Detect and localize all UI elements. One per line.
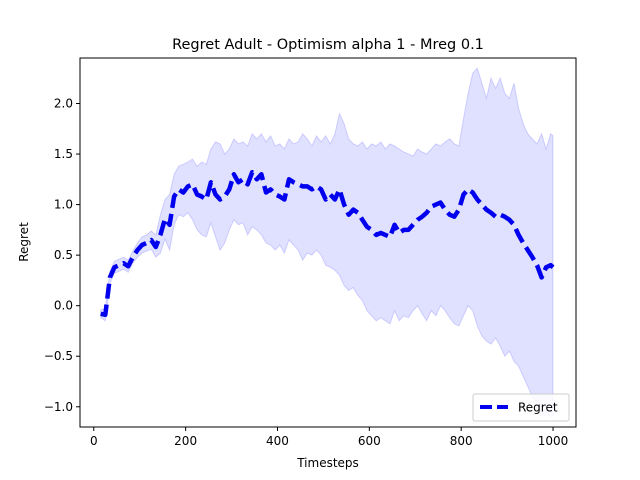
confidence-band xyxy=(100,67,554,418)
y-tick-label: 0.5 xyxy=(54,248,73,262)
legend-box xyxy=(472,393,570,422)
y-tick-label: 0.0 xyxy=(54,299,73,313)
x-tick-label: 800 xyxy=(450,434,473,448)
x-tick-label: 200 xyxy=(174,434,197,448)
confidence-band-layer xyxy=(100,67,554,418)
regret-line xyxy=(100,169,555,318)
plot-frame xyxy=(79,57,577,428)
x-tick-label: 0 xyxy=(90,434,98,448)
y-tick-label: 2.0 xyxy=(54,96,73,110)
legend-label: Regret xyxy=(518,401,558,415)
y-tick-label: −1.0 xyxy=(44,400,73,414)
y-axis-ticks: −1.0 −0.5 0.0 0.5 1.0 1.5 2.0 xyxy=(44,96,80,414)
x-axis-ticks: 0 200 400 600 800 1000 xyxy=(90,427,568,448)
x-axis-label: Timesteps xyxy=(296,456,359,470)
x-tick-label: 1000 xyxy=(538,434,569,448)
legend: Regret xyxy=(472,393,570,422)
y-tick-label: 1.5 xyxy=(54,147,73,161)
y-tick-label: −0.5 xyxy=(44,349,73,363)
chart-title: Regret Adult - Optimism alpha 1 - Mreg 0… xyxy=(172,37,484,53)
x-tick-label: 400 xyxy=(266,434,289,448)
y-tick-label: 1.0 xyxy=(54,198,73,212)
regret-line-layer xyxy=(100,169,555,318)
y-axis-label: Regret xyxy=(17,222,31,262)
x-tick-label: 600 xyxy=(358,434,381,448)
